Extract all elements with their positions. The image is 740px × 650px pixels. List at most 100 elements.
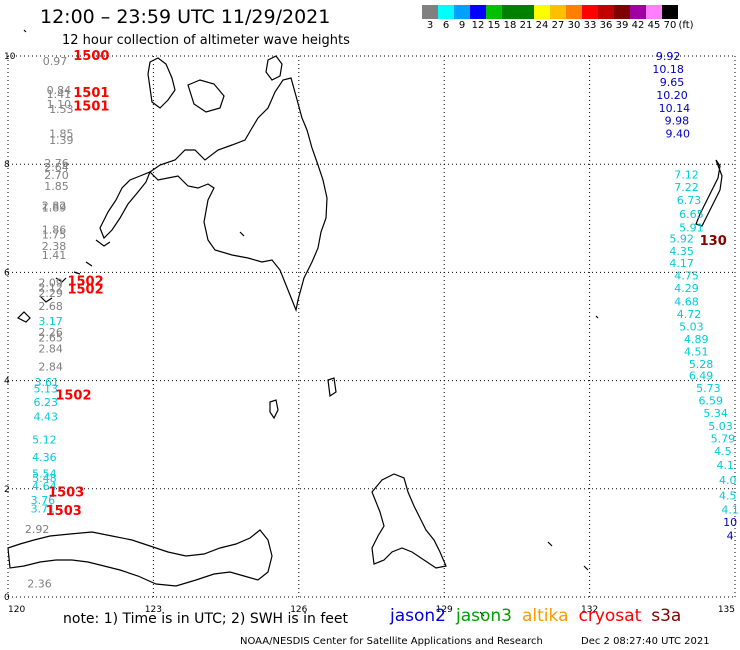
footer-note: note: 1) Time is in UTC; 2) SWH is in fe… bbox=[63, 611, 349, 627]
legend-tick-label: 12 bbox=[471, 20, 485, 31]
x-tick-label: 129 bbox=[436, 605, 453, 615]
legend-tick-label: 45 bbox=[647, 20, 661, 31]
wave-height-value: 4.72 bbox=[677, 308, 702, 321]
wave-height-value: 5.92 bbox=[669, 232, 694, 245]
legend-tick-label: 70 bbox=[663, 20, 677, 31]
wave-height-value: 4 bbox=[727, 529, 734, 542]
wave-height-value: 5.79 bbox=[711, 432, 736, 445]
x-tick-label: 123 bbox=[145, 605, 162, 615]
mindanao-coast bbox=[149, 77, 328, 313]
legend-swatch bbox=[598, 5, 614, 19]
wave-height-value: 5.34 bbox=[703, 407, 728, 420]
wave-height-value: 1502 bbox=[55, 389, 91, 404]
wave-height-value: 2.68 bbox=[38, 300, 63, 313]
legend-tick-label: (ft) bbox=[678, 20, 694, 31]
wave-height-value: 6.73 bbox=[677, 194, 702, 207]
wave-height-value: 5.12 bbox=[32, 434, 57, 447]
credit-text: NOAA/NESDIS Center for Satellite Applica… bbox=[240, 636, 543, 647]
wave-height-value: 2.38 bbox=[42, 240, 67, 253]
wave-height-value: 4.89 bbox=[684, 333, 709, 346]
wave-height-value: 2.26 bbox=[38, 326, 63, 339]
legend-tick-label: 24 bbox=[535, 20, 549, 31]
wave-height-value: 1501 bbox=[73, 86, 109, 101]
y-tick-label: 0 bbox=[4, 593, 10, 603]
wave-height-value: 4.75 bbox=[674, 270, 699, 283]
wave-height-value: 4.0 bbox=[719, 474, 737, 487]
wave-height-value: 10 bbox=[723, 516, 737, 529]
legend-tick-label: 27 bbox=[551, 20, 565, 31]
wave-height-value: 1500 bbox=[73, 49, 109, 64]
wave-height-value: 2.65 bbox=[38, 331, 63, 344]
wave-height-value: 6.49 bbox=[689, 370, 714, 383]
leyte-coast bbox=[265, 55, 283, 81]
y-tick-label: 2 bbox=[4, 485, 10, 495]
wave-height-value: 4.17 bbox=[669, 257, 694, 270]
wave-height-value: 2.84 bbox=[38, 361, 63, 374]
wave-height-value: 4.35 bbox=[669, 245, 694, 258]
legend-swatch bbox=[646, 5, 662, 19]
legend-tick-label: 42 bbox=[631, 20, 645, 31]
wave-height-value: 4.51 bbox=[684, 345, 709, 358]
wave-height-value: 5.54 bbox=[32, 468, 57, 481]
wave-height-value: 4.29 bbox=[674, 282, 699, 295]
satellite-name-s3a: s3a bbox=[651, 606, 682, 626]
wave-height-value: 1.53 bbox=[49, 103, 74, 116]
wave-height-value: 4.1 bbox=[721, 503, 739, 516]
palau-islands bbox=[695, 159, 723, 227]
wave-height-value: 2.29 bbox=[38, 287, 63, 300]
legend-swatch bbox=[534, 5, 550, 19]
wave-height-value: 4.5 bbox=[714, 445, 732, 458]
legend-tick-label: 33 bbox=[583, 20, 597, 31]
wave-height-value: 2.12 bbox=[38, 282, 63, 295]
wave-height-value: 9.40 bbox=[666, 127, 691, 140]
x-tick-label: 120 bbox=[8, 605, 25, 615]
legend-swatch bbox=[470, 5, 486, 19]
wave-height-value: 6.59 bbox=[699, 395, 724, 408]
wave-height-value: 3.71 bbox=[31, 502, 56, 515]
satellite-legend: jason2 jason3 altika cryosat s3a bbox=[390, 606, 691, 626]
wave-height-value: 130 bbox=[700, 234, 727, 249]
legend-swatch bbox=[438, 5, 454, 19]
wave-height-value: 3.61 bbox=[35, 376, 60, 389]
map-subtitle: 12 hour collection of altimeter wave hei… bbox=[62, 33, 350, 48]
legend-swatch bbox=[454, 5, 470, 19]
legend-swatch bbox=[550, 5, 566, 19]
wave-height-value: 1.41 bbox=[47, 88, 72, 101]
wave-height-value: 4.36 bbox=[32, 451, 57, 464]
halmahera-coast bbox=[371, 473, 447, 569]
grid-lines bbox=[7, 55, 736, 598]
legend-tick-label: 21 bbox=[519, 20, 533, 31]
wave-height-value: 7.12 bbox=[674, 168, 699, 181]
legend-tick-label: 18 bbox=[503, 20, 517, 31]
satellite-name-cryosat: cryosat bbox=[578, 606, 642, 626]
wave-height-value: 5.73 bbox=[696, 382, 721, 395]
wave-height-value: 1.89 bbox=[42, 201, 67, 214]
wave-height-value: 5.48 bbox=[32, 472, 57, 485]
wave-height-value: 2.36 bbox=[27, 577, 52, 590]
wave-height-value: 2.09 bbox=[38, 277, 63, 290]
wave-height-value: 2.82 bbox=[42, 199, 67, 212]
legend-swatch bbox=[422, 5, 438, 19]
satellite-name-jason2: jason2 bbox=[390, 606, 446, 626]
legend-tick-label: 6 bbox=[442, 20, 450, 31]
satellite-name-altika: altika bbox=[522, 606, 569, 626]
zamboanga-coast bbox=[99, 170, 152, 240]
wave-height-value: 0.84 bbox=[47, 84, 72, 97]
wave-height-value: 2.64 bbox=[44, 161, 69, 174]
wave-height-value: 5.91 bbox=[679, 221, 704, 234]
wave-height-value: 5.13 bbox=[34, 383, 59, 396]
legend-swatch bbox=[566, 5, 582, 19]
wave-height-value: 1503 bbox=[46, 504, 82, 519]
wave-height-value: 1503 bbox=[48, 486, 84, 501]
wave-height-value: 5.03 bbox=[708, 420, 733, 433]
wave-height-value: 1.86 bbox=[42, 224, 67, 237]
y-tick-label: 10 bbox=[4, 52, 16, 62]
wave-height-value: 10.14 bbox=[659, 102, 691, 115]
wave-height-value: 6.23 bbox=[34, 396, 59, 409]
wave-height-value: 1.41 bbox=[42, 249, 67, 262]
sulawesi-north-coast bbox=[7, 529, 273, 587]
x-tick-label: 135 bbox=[718, 605, 735, 615]
legend-swatch bbox=[582, 5, 598, 19]
credit-date: Dec 2 08:27:40 UTC 2021 bbox=[581, 636, 710, 647]
